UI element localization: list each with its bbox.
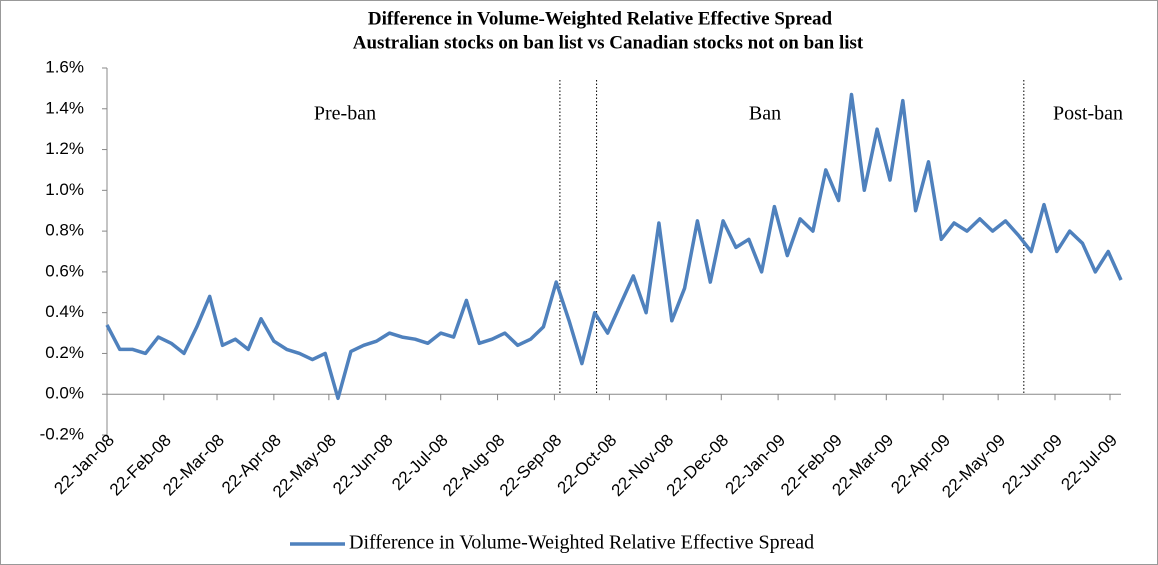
y-tick-label: 0.0% [45,384,84,403]
y-tick-label: 1.4% [45,98,84,117]
chart-title: Difference in Volume-Weighted Relative E… [368,8,833,29]
phase-label: Pre-ban [314,103,376,125]
y-tick-label: 1.0% [45,180,84,199]
y-tick-label: 0.6% [45,261,84,280]
phase-label: Ban [749,103,781,125]
y-tick-label: 1.6% [45,57,84,76]
phase-label: Post-ban [1053,103,1123,125]
series-line [105,92,1123,401]
legend-label: Difference in Volume-Weighted Relative E… [349,532,814,554]
y-tick-label: 0.8% [45,221,84,240]
chart-subtitle: Australian stocks on ban list vs Canadia… [353,32,864,53]
y-tick-label: 0.4% [45,302,84,321]
y-tick-label: 0.2% [45,343,84,362]
y-tick-label: 1.2% [45,139,84,158]
y-tick-label: -0.2% [40,424,84,443]
